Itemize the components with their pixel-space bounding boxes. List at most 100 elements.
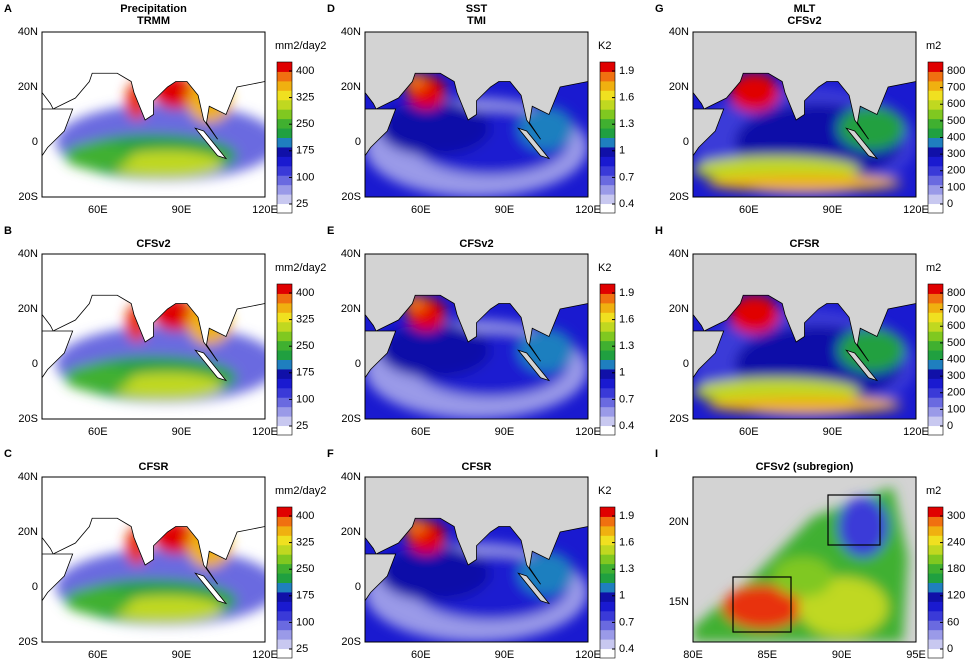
colorbar-label: 0.7 xyxy=(619,616,634,628)
colorbar-label: 1.3 xyxy=(619,563,634,575)
colorbar-cell xyxy=(277,610,292,621)
colorbar-cell xyxy=(277,175,292,186)
colorbar-label: 400 xyxy=(296,287,314,299)
lon-label: 60E xyxy=(88,204,108,216)
field-blob xyxy=(837,328,905,373)
colorbar-cell xyxy=(277,312,292,323)
map-frame xyxy=(41,476,266,643)
colorbar-cell xyxy=(928,118,943,129)
land xyxy=(517,572,551,605)
lat-label: 0 xyxy=(683,136,689,148)
colorbar-cell xyxy=(277,368,292,379)
colorbar-cell xyxy=(600,378,615,389)
colorbar-label: 400 xyxy=(947,131,965,143)
lon-label: 80E xyxy=(683,649,703,661)
land xyxy=(194,572,228,605)
colorbar-cell xyxy=(277,397,292,408)
colorbar-label: 100 xyxy=(947,181,965,193)
lon-label: 120E xyxy=(252,426,278,438)
colorbar-cell xyxy=(928,90,943,101)
colorbar-label: 700 xyxy=(947,82,965,94)
colorbar-cell xyxy=(928,416,943,427)
colorbar-cell xyxy=(928,387,943,398)
colorbar-cell xyxy=(277,350,292,360)
colorbar-cell xyxy=(600,284,615,294)
colorbar-cell xyxy=(928,175,943,186)
colorbar-cell xyxy=(928,397,943,408)
colorbar-label: 325 xyxy=(296,92,314,104)
panel-title: CFSR xyxy=(139,461,169,473)
panel-title: CFSR xyxy=(462,461,492,473)
colorbar-cell xyxy=(277,156,292,167)
colorbar-cell xyxy=(600,118,615,129)
colorbar-label: 200 xyxy=(947,387,965,399)
field-blob xyxy=(378,322,491,378)
colorbar-cell xyxy=(600,639,615,650)
colorbar-label: 250 xyxy=(296,563,314,575)
colorbar-cell xyxy=(600,359,615,370)
lat-label: 0 xyxy=(355,136,361,148)
field-blob xyxy=(729,295,780,334)
lon-label: 120E xyxy=(903,204,929,216)
land xyxy=(845,127,879,160)
colorbar-label: 25 xyxy=(296,643,308,655)
colorbar-cell xyxy=(928,284,943,294)
colorbar-label: 1.9 xyxy=(619,65,634,77)
lat-label: 20N xyxy=(669,81,689,93)
colorbar-cell xyxy=(600,71,615,82)
lon-label: 60E xyxy=(739,204,759,216)
lat-label: 20N xyxy=(341,303,361,315)
land xyxy=(42,330,74,379)
colorbar-cell xyxy=(600,544,615,555)
colorbar-cell xyxy=(600,554,615,565)
colorbar-cell xyxy=(277,563,292,574)
colorbar-label: 1.6 xyxy=(619,537,634,549)
colorbar-cell xyxy=(277,80,292,91)
panel-title: CFSv2 xyxy=(136,238,170,250)
colorbar-cell xyxy=(277,582,292,593)
lat-label: 20S xyxy=(18,636,38,648)
colorbar-cell xyxy=(928,359,943,370)
lat-label: 20S xyxy=(669,191,689,203)
colorbar-cell xyxy=(928,563,943,574)
land xyxy=(365,32,588,140)
colorbar-cell xyxy=(277,109,292,120)
colorbar-label: 400 xyxy=(947,353,965,365)
colorbar-cell xyxy=(600,156,615,167)
field xyxy=(693,487,908,642)
colorbar-cell xyxy=(600,340,615,351)
colorbar-cell xyxy=(928,629,943,640)
lon-label: 60E xyxy=(411,426,431,438)
colorbar-label: 100 xyxy=(296,171,314,183)
lon-label: 90E xyxy=(495,426,515,438)
colorbar-label: 175 xyxy=(296,367,314,379)
lat-label: 0 xyxy=(32,136,38,148)
map-frame xyxy=(41,31,266,198)
unit-label: mm2/day2 xyxy=(275,40,326,52)
colorbar-cell xyxy=(600,591,615,602)
land xyxy=(194,349,228,382)
colorbar-label: 240 xyxy=(947,537,965,549)
colorbar-cell xyxy=(277,416,292,427)
panel-title: CFSv2 xyxy=(787,15,821,27)
colorbar-label: 300 xyxy=(947,370,965,382)
colorbar-label: 0.7 xyxy=(619,393,634,405)
colorbar-label: 0.4 xyxy=(619,198,634,210)
colorbar-cell xyxy=(277,507,292,517)
colorbar-cell xyxy=(928,184,943,195)
colorbar-cell xyxy=(277,184,292,195)
map xyxy=(42,477,265,642)
colorbar-cell xyxy=(277,331,292,342)
colorbar-cell xyxy=(928,62,943,72)
colorbar-cell xyxy=(277,99,292,110)
land xyxy=(42,108,74,157)
field-blob xyxy=(773,557,833,597)
colorbar-cell xyxy=(928,425,943,436)
field-blob xyxy=(64,587,132,615)
colorbar-label: 600 xyxy=(947,320,965,332)
colorbar-cell xyxy=(928,293,943,304)
colorbar-cell xyxy=(600,128,615,138)
lat-label: 40N xyxy=(18,26,38,38)
